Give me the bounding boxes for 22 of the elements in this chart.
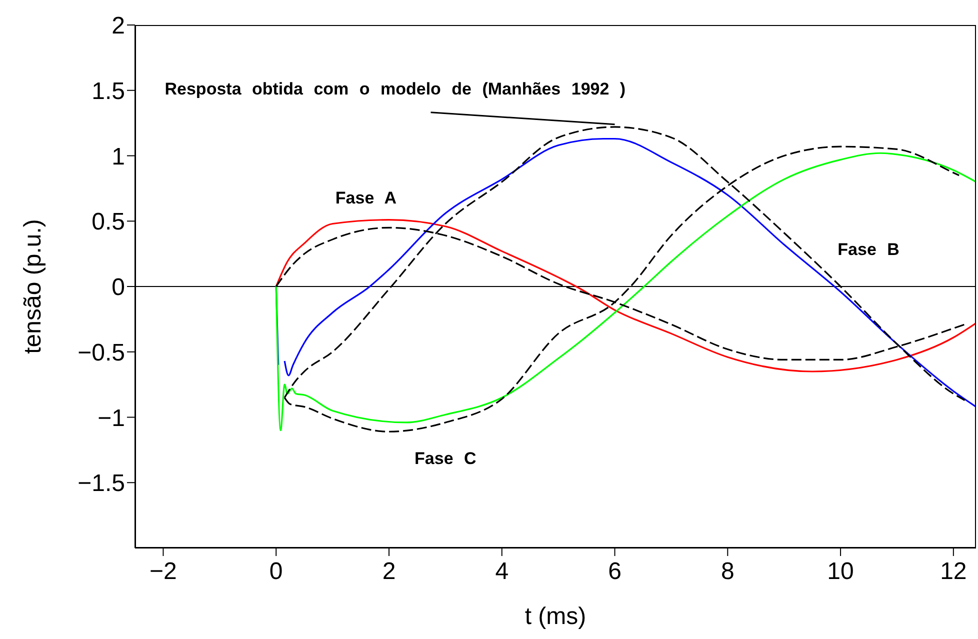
- x-tick-label: 10: [827, 558, 854, 586]
- y-tick-label: 0.5: [92, 208, 125, 236]
- y-tick-label: 2: [112, 12, 125, 40]
- y-tick-label: 1.5: [92, 78, 125, 105]
- x-axis-title: t (ms): [524, 603, 586, 630]
- x-tick-label: 12: [940, 558, 967, 586]
- annotation: Resposta obtida com o modelo de (Manhães 1992 ): [164, 79, 626, 98]
- y-tick-label: −1.5: [78, 470, 125, 498]
- series-label: Fase A: [335, 188, 397, 208]
- x-tick-label: 0: [269, 558, 283, 586]
- y-tick-label: 0: [112, 274, 125, 302]
- x-tick-label: 2: [382, 558, 396, 586]
- y-tick-label: −0.5: [78, 339, 125, 366]
- y-tick-label: 1: [112, 143, 125, 170]
- x-tick-label: 8: [720, 558, 734, 586]
- x-tick-label: 6: [608, 558, 622, 586]
- series-label: Fase B: [838, 240, 900, 260]
- y-axis-title: tensão (p.u.): [20, 219, 47, 354]
- x-tick-label: −2: [150, 558, 177, 586]
- y-tick-label: −1: [98, 404, 125, 432]
- series-label: Fase C: [414, 449, 476, 468]
- x-tick-label: 4: [495, 558, 509, 586]
